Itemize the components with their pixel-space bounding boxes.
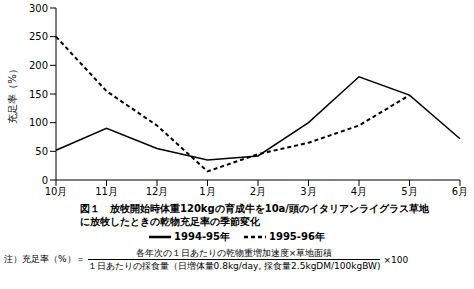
- svg-text:0: 0: [42, 175, 48, 186]
- html-text:1995-96年: 1995-96年: [269, 231, 325, 242]
- html-text:各年次の１日あたりの乾物重増加速度×草地面積: 各年次の１日あたりの乾物重増加速度×草地面積: [135, 248, 333, 258]
- svg-text:11月: 11月: [95, 186, 118, 197]
- svg-text:5月: 5月: [401, 186, 417, 197]
- svg-text:2月: 2月: [250, 186, 266, 197]
- html-text:１日あたりの採食量（日増体量0.8kg/day, 採食量2.: １日あたりの採食量（日増体量0.8kg/day, 採食量2.5kgDM/100k…: [87, 261, 381, 271]
- html-text:図１ 放牧開始時体重120kgの育成牛を10a/頭のイタリア: 図１ 放牧開始時体重120kgの育成牛を10a/頭のイタリアンライグラス草地に放…: [80, 203, 429, 227]
- svg-text:4月: 4月: [351, 186, 367, 197]
- html-text:1994-95年: 1994-95年: [174, 231, 230, 242]
- html-text:×100: ×100: [383, 254, 409, 265]
- svg-text:50: 50: [35, 146, 48, 157]
- svg-text:6月: 6月: [452, 186, 466, 197]
- svg-text:10月: 10月: [45, 186, 68, 197]
- svg-text:12月: 12月: [146, 186, 169, 197]
- svg-text:150: 150: [29, 89, 48, 100]
- svg-text:3月: 3月: [300, 186, 316, 197]
- svg-text:300: 300: [29, 3, 48, 14]
- svg-text:250: 250: [29, 31, 48, 42]
- svg-text:200: 200: [29, 60, 48, 71]
- svg-text:1月: 1月: [199, 186, 215, 197]
- svg-text:100: 100: [29, 117, 48, 128]
- svg-text:充足率（%）: 充足率（%）: [8, 64, 18, 124]
- html-text:注）充足率（%）＝: 注）充足率（%）＝: [4, 254, 85, 264]
